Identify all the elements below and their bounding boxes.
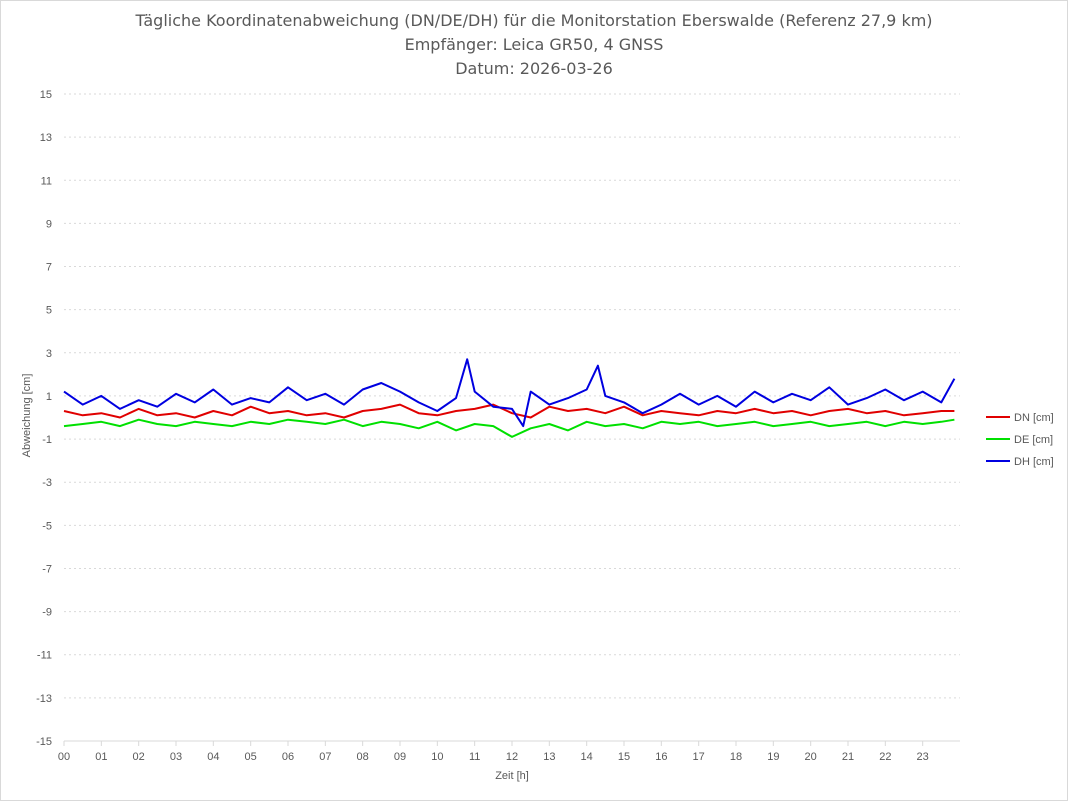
x-tick-label: 04 xyxy=(207,751,219,763)
y-tick-label: 3 xyxy=(46,348,52,360)
y-tick-label: -13 xyxy=(36,693,52,705)
series-line xyxy=(63,403,955,419)
legend-label: DH [cm] xyxy=(1014,456,1054,468)
grid-lines xyxy=(64,93,960,742)
y-tick-label: 7 xyxy=(46,262,52,274)
legend-label: DN [cm] xyxy=(1014,412,1054,424)
legend-label: DE [cm] xyxy=(1014,434,1053,446)
x-tick-label: 15 xyxy=(618,751,630,763)
y-axis-label: Abweichung [cm] xyxy=(21,374,33,458)
y-tick-label: -15 xyxy=(36,736,52,748)
x-tick-label: 12 xyxy=(506,751,518,763)
x-tick-label: 01 xyxy=(95,751,107,763)
x-axis-label: Zeit [h] xyxy=(495,770,529,782)
y-tick-label: -3 xyxy=(42,477,52,489)
x-tick-label: 19 xyxy=(767,751,779,763)
x-tick-label: 17 xyxy=(693,751,705,763)
x-tick-label: 08 xyxy=(357,751,369,763)
x-tick-label: 16 xyxy=(655,751,667,763)
x-axis-ticks: 00 01 02 03 04 05 06 07 08 09 10 11 12 13 14 15 16 17 18 19… xyxy=(58,741,929,763)
x-tick-label: 10 xyxy=(431,751,443,763)
x-tick-label: 03 xyxy=(170,751,182,763)
chart-title: Tägliche Koordinatenabweichung (DN/DE/DH… xyxy=(135,11,933,30)
x-tick-label: 05 xyxy=(245,751,257,763)
x-tick-label: 06 xyxy=(282,751,294,763)
y-tick-label: -5 xyxy=(42,520,52,532)
x-tick-label: 14 xyxy=(581,751,593,763)
x-tick-label: 21 xyxy=(842,751,854,763)
y-tick-label: -9 xyxy=(42,607,52,619)
y-tick-label: -11 xyxy=(37,650,52,662)
x-tick-label: 13 xyxy=(543,751,555,763)
y-tick-label: -7 xyxy=(42,563,52,575)
y-tick-label: 5 xyxy=(46,305,52,317)
x-tick-label: 09 xyxy=(394,751,406,763)
series-lines xyxy=(63,358,956,438)
y-tick-label: 9 xyxy=(46,218,52,230)
chart-date: Datum: 2026-03-26 xyxy=(455,59,613,78)
x-tick-label: 11 xyxy=(469,751,480,763)
x-tick-label: 20 xyxy=(805,751,817,763)
x-tick-label: 18 xyxy=(730,751,742,763)
x-tick-label: 02 xyxy=(133,751,145,763)
series-line xyxy=(63,418,955,438)
series-line xyxy=(63,358,956,428)
y-tick-label: 11 xyxy=(41,175,52,187)
x-tick-label: 23 xyxy=(917,751,929,763)
y-tick-label: -1 xyxy=(42,434,52,446)
x-tick-label: 22 xyxy=(879,751,891,763)
y-tick-label: 13 xyxy=(40,132,52,144)
x-tick-label: 00 xyxy=(58,751,70,763)
x-tick-label: 07 xyxy=(319,751,331,763)
legend: DN [cm] DE [cm] DH [cm] xyxy=(986,412,1054,468)
chart-subtitle: Empfänger: Leica GR50, 4 GNSS xyxy=(404,35,664,54)
y-tick-label: 1 xyxy=(46,391,52,403)
y-tick-label: 15 xyxy=(40,89,52,101)
